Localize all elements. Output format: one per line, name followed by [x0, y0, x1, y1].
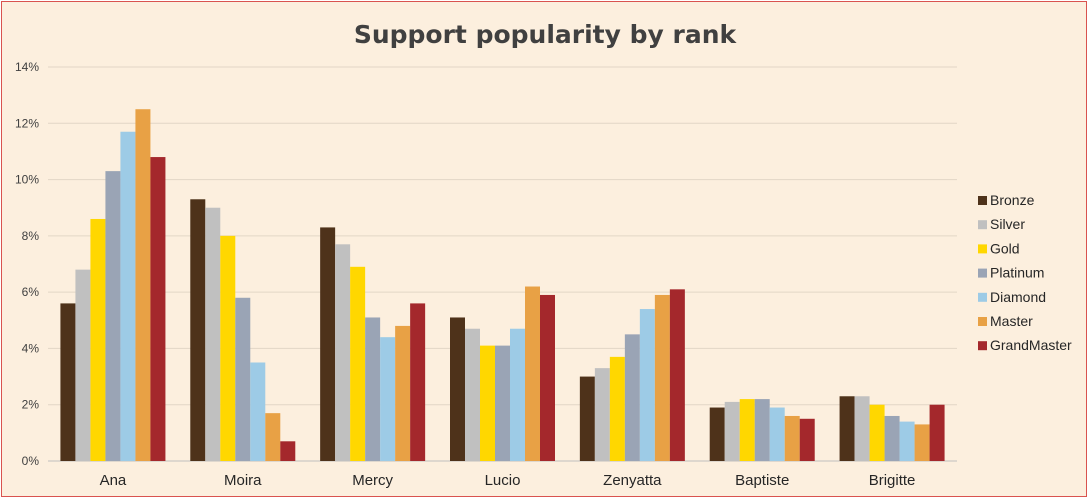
bar-silver-baptiste: [724, 401, 740, 461]
legend-swatch-grandmaster: [978, 341, 987, 351]
x-tick-label: Ana: [100, 472, 127, 489]
bar-silver-ana: [75, 269, 91, 461]
y-tick-label: 0%: [22, 454, 40, 468]
legend-swatch-bronze: [978, 196, 987, 205]
x-tick-label: Zenyatta: [603, 472, 662, 489]
bar-platinum-mercy: [365, 317, 381, 461]
x-tick-label: Baptiste: [735, 472, 789, 489]
x-tick-label: Lucio: [485, 472, 521, 489]
legend-label-bronze: Bronze: [990, 192, 1035, 208]
bar-diamond-moira: [250, 362, 266, 461]
x-axis: Ana Moira Mercy Lucio Zenyatta Baptiste Brigit…: [100, 472, 916, 489]
bar-gold-baptiste: [739, 399, 755, 461]
bar-master-brigitte: [914, 424, 930, 461]
bar-bronze-zenyatta: [579, 376, 595, 461]
bar-grandmaster-baptiste: [799, 418, 815, 461]
bar-bronze-mercy: [320, 227, 336, 461]
legend-swatch-diamond: [978, 292, 987, 302]
y-tick-label: 12%: [15, 116, 39, 130]
bar-bronze-brigitte: [839, 396, 855, 461]
y-tick-label: 8%: [22, 229, 40, 243]
legend-label-gold: Gold: [990, 240, 1020, 256]
bar-silver-moira: [205, 207, 221, 461]
bar-diamond-baptiste: [769, 407, 785, 461]
bar-gold-moira: [220, 235, 236, 461]
bars: [60, 109, 945, 462]
legend-label-diamond: Diamond: [990, 289, 1046, 305]
chart-title: Support popularity by rank: [354, 20, 738, 49]
bar-master-mercy: [395, 325, 411, 461]
bar-master-lucio: [525, 286, 540, 461]
legend-label-silver: Silver: [990, 216, 1025, 232]
bar-silver-brigitte: [854, 396, 870, 461]
bar-gold-lucio: [480, 345, 495, 461]
bar-master-baptiste: [784, 415, 800, 461]
bar-master-zenyatta: [654, 294, 670, 461]
bar-platinum-zenyatta: [624, 334, 640, 461]
bar-gold-mercy: [350, 266, 366, 461]
bar-master-ana: [135, 109, 151, 461]
bar-platinum-baptiste: [754, 399, 770, 461]
legend-label-platinum: Platinum: [990, 265, 1044, 281]
bar-platinum-moira: [235, 297, 251, 461]
bar-diamond-ana: [120, 131, 136, 461]
y-tick-label: 4%: [22, 341, 40, 355]
bar-master-moira: [265, 413, 281, 461]
bar-bronze-moira: [190, 199, 206, 461]
legend-swatch-silver: [978, 220, 987, 230]
bar-grandmaster-ana: [150, 157, 166, 462]
x-tick-label: Brigitte: [869, 472, 916, 489]
bar-gold-brigitte: [869, 404, 885, 461]
x-tick-label: Mercy: [352, 472, 393, 489]
legend-label-grandmaster: GrandMaster: [990, 337, 1072, 353]
bar-bronze-baptiste: [709, 407, 725, 461]
bar-diamond-zenyatta: [639, 309, 655, 461]
legend-swatch-platinum: [978, 268, 987, 278]
y-tick-label: 10%: [15, 173, 39, 187]
y-axis: 0% 2% 4% 6% 8% 10% 12% 14%: [15, 60, 39, 468]
legend-label-master: Master: [990, 313, 1033, 329]
bar-gold-zenyatta: [609, 356, 625, 461]
bar-silver-mercy: [335, 244, 351, 461]
bar-platinum-ana: [105, 171, 121, 461]
x-tick-label: Moira: [224, 472, 262, 489]
bar-grandmaster-lucio: [540, 294, 555, 461]
bar-silver-zenyatta: [594, 368, 610, 461]
legend-swatch-gold: [978, 244, 987, 254]
bar-grandmaster-mercy: [410, 303, 426, 461]
bar-gold-ana: [90, 218, 106, 461]
bar-silver-lucio: [465, 328, 480, 461]
y-tick-label: 14%: [15, 60, 39, 74]
bar-diamond-brigitte: [899, 421, 915, 461]
legend: Bronze Silver Gold Platinum Diamond Master Gra…: [978, 192, 1072, 353]
bar-bronze-lucio: [450, 317, 465, 461]
bar-grandmaster-moira: [280, 441, 296, 461]
bar-platinum-brigitte: [884, 415, 900, 461]
bar-grandmaster-brigitte: [929, 404, 945, 461]
y-tick-label: 6%: [22, 285, 40, 299]
bar-diamond-lucio: [510, 328, 525, 461]
bar-bronze-ana: [60, 303, 76, 461]
y-tick-label: 2%: [22, 398, 40, 412]
bar-grandmaster-zenyatta: [669, 289, 685, 461]
legend-swatch-master: [978, 317, 987, 326]
bar-diamond-mercy: [380, 337, 396, 461]
bar-platinum-lucio: [495, 345, 510, 461]
